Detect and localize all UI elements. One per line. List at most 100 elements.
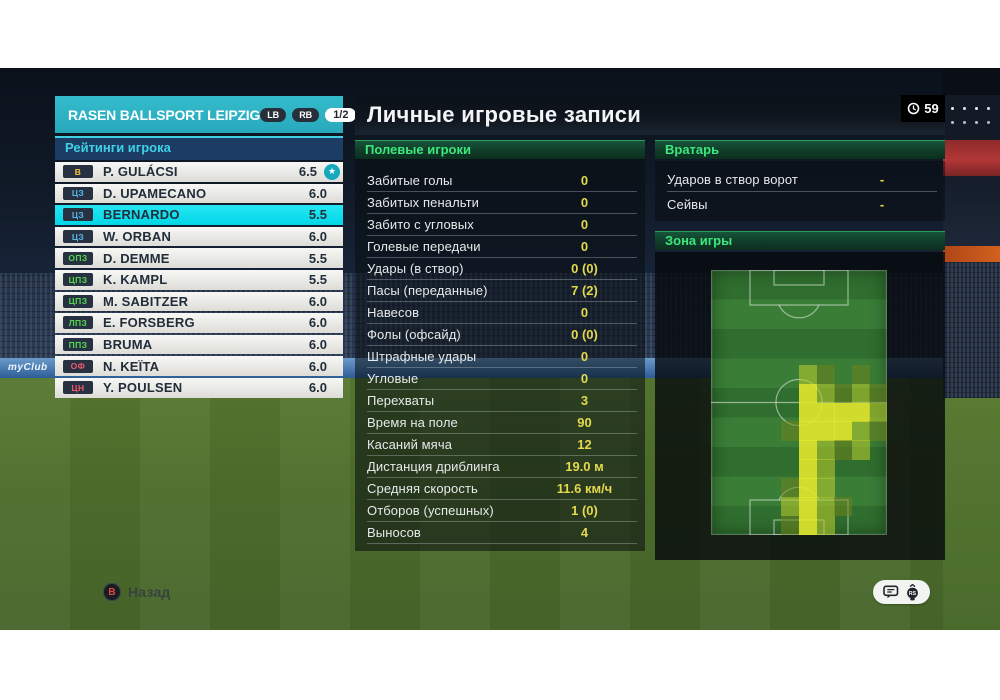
stat-value: 4: [580, 525, 589, 540]
stat-label: Ударов в створ ворот: [667, 172, 798, 187]
goalkeeper-header: Вратарь: [655, 140, 945, 159]
play-zone-panel: [655, 252, 945, 560]
player-rating: 6.0: [308, 358, 327, 374]
stat-row: Отборов (успешных) 1 (0): [367, 500, 637, 522]
stat-value: -: [879, 172, 885, 187]
stat-value: 1 (0): [571, 503, 598, 518]
heatmap-cell: [851, 402, 870, 422]
lb-button[interactable]: LB: [260, 107, 287, 122]
player-name: D. DEMME: [103, 250, 170, 266]
stat-row: Забитые голы 0: [367, 170, 637, 192]
player-row[interactable]: ЛПЗ E. FORSBERG 6.0: [55, 313, 343, 333]
position-badge: ЦЗ: [63, 186, 93, 200]
player-name: M. SABITZER: [103, 293, 189, 309]
stat-row: Время на поле 90: [367, 412, 637, 434]
stadium-crowd: [943, 262, 1000, 398]
heatmap-cell: [816, 516, 835, 536]
player-row[interactable]: ЦЗ D. UPAMECANO 6.0: [55, 183, 343, 204]
player-row[interactable]: ППЗ BRUMA 6.0: [55, 334, 343, 355]
player-row[interactable]: ОФ N. KEÏTA 6.0: [55, 356, 343, 376]
stat-label: Навесов: [367, 305, 420, 320]
stat-row: Навесов 0: [367, 302, 637, 324]
team-header: RASEN BALLSPORT LEIPZIG LB RB 1/2: [55, 96, 357, 133]
position-badge: ППЗ: [63, 338, 93, 352]
play-zone-header: Зона игры: [655, 231, 945, 250]
field-stats-list: Забитые голы 0 Забитых пенальти 0 Забито с у…: [355, 170, 645, 544]
stat-value: 0: [580, 195, 589, 210]
player-rating: 6.0: [308, 293, 327, 309]
stat-row: Ударов в створ ворот -: [667, 168, 937, 192]
stadium-red-banner: [943, 140, 1000, 176]
player-rating: 6.0: [308, 185, 327, 201]
stat-value: 0: [580, 173, 589, 188]
stat-label: Дистанция дриблинга: [367, 459, 500, 474]
goalkeeper-stats-list: Ударов в створ ворот - Сейвы -: [655, 168, 945, 216]
position-badge: ЦПЗ: [63, 294, 93, 308]
player-row[interactable]: ЦПЗ K. KAMPL 5.5: [55, 269, 343, 290]
floodlight-dots: [951, 107, 954, 110]
player-row[interactable]: ЦЗ BERNARDO 5.5: [55, 205, 343, 225]
stat-row: Касаний мяча 12: [367, 434, 637, 456]
player-name: BERNARDO: [103, 207, 180, 223]
heatmap-cell: [816, 459, 835, 479]
position-badge: В: [63, 165, 93, 179]
stat-label: Забитых пенальти: [367, 195, 480, 210]
stadium-right-strip: [943, 68, 1000, 630]
player-name: E. FORSBERG: [103, 315, 195, 331]
heatmap-cell: [816, 478, 835, 498]
heatmap-cell: [799, 383, 817, 403]
heatmap-cell: [869, 383, 888, 403]
team-name: RASEN BALLSPORT LEIPZIG: [68, 106, 261, 123]
right-stick-icon: RS: [907, 583, 918, 600]
player-list: В P. GULÁCSI 6.5 ★ ЦЗ D. UPAMECANO 6.0 ЦЗ BERNAR…: [55, 162, 343, 398]
player-row[interactable]: ЦН Y. POULSEN 6.0: [55, 377, 343, 398]
floodlights: [943, 95, 1000, 140]
position-badge: ОПЗ: [63, 251, 93, 265]
heatmap-cell: [816, 402, 835, 422]
position-badge: ЛПЗ: [63, 316, 93, 330]
player-rating: 6.0: [308, 229, 327, 245]
stat-label: Время на поле: [367, 415, 458, 430]
stat-value: 0: [580, 349, 589, 364]
stat-row: Дистанция дриблинга 19.0 м: [367, 456, 637, 478]
stat-label: Сейвы: [667, 196, 708, 212]
heatmap-cell: [834, 497, 853, 517]
player-row[interactable]: ЦЗ W. ORBAN 6.0: [55, 226, 343, 247]
stat-value: 90: [577, 415, 592, 430]
heatmap-cell: [816, 497, 835, 517]
player-name: P. GULÁCSI: [103, 164, 178, 180]
heatmap-cell: [834, 383, 853, 403]
stat-label: Пасы (переданные): [367, 283, 488, 298]
player-row[interactable]: В P. GULÁCSI 6.5 ★: [55, 162, 343, 182]
stat-value: 3: [580, 393, 589, 408]
stat-label: Касаний мяча: [367, 437, 453, 452]
rb-button[interactable]: RB: [292, 107, 320, 122]
player-name: K. KAMPL: [103, 272, 168, 288]
stat-row: Средняя скорость 11.6 км/ч: [367, 478, 637, 500]
stadium-orange-strip: [943, 246, 1000, 262]
stat-label: Средняя скорость: [367, 481, 478, 496]
gamepad-b-icon: B: [103, 583, 121, 601]
chat-controls-pill[interactable]: RS: [873, 580, 930, 604]
back-button[interactable]: B Назад: [103, 583, 171, 601]
player-name: D. UPAMECANO: [103, 185, 207, 201]
player-row[interactable]: ЦПЗ M. SABITZER 6.0: [55, 291, 343, 312]
heatmap-cell: [869, 421, 888, 441]
stadium-roof: [943, 68, 1000, 95]
stat-value: 0 (0): [571, 327, 598, 342]
heatmap-cell: [799, 440, 817, 460]
player-rating: 6.5: [298, 164, 317, 180]
player-row[interactable]: ОПЗ D. DEMME 5.5: [55, 248, 343, 268]
stat-row: Удары (в створ) 0 (0): [367, 258, 637, 280]
heatmap-cell: [799, 421, 817, 441]
heatmap-cell: [781, 421, 800, 441]
stat-label: Перехваты: [367, 393, 435, 408]
heatmap-cell: [869, 402, 888, 422]
stat-row: Сейвы -: [667, 192, 937, 216]
heatmap-cell: [816, 364, 835, 384]
stat-label: Выносов: [367, 525, 421, 540]
heatmap-cell: [816, 383, 835, 403]
page-indicator: 1/2: [325, 107, 357, 122]
stat-label: Штрафные удары: [367, 349, 477, 364]
player-rating: 6.0: [308, 337, 327, 353]
